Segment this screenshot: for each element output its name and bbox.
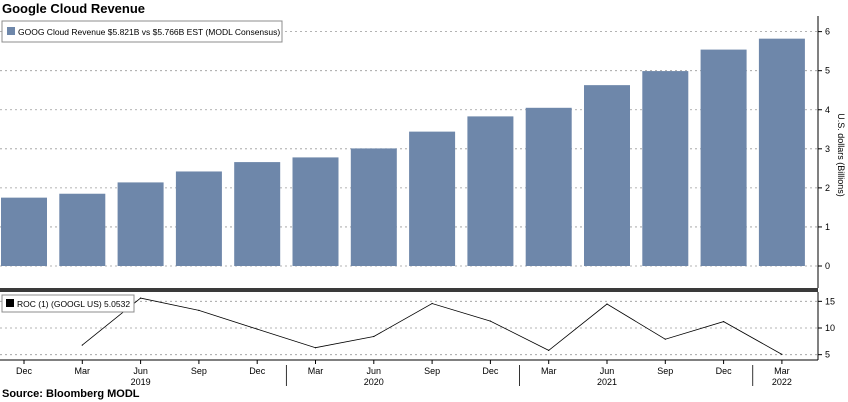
bar-legend-swatch	[7, 27, 15, 35]
bar-chart-y-axis: 0 1 2 3 4 5 6	[817, 16, 830, 288]
roc-line	[82, 297, 783, 355]
bar-y-tick-label: 4	[825, 105, 830, 115]
bar	[642, 71, 689, 266]
bar	[175, 171, 222, 266]
chart-title: Google Cloud Revenue	[2, 1, 146, 16]
bar	[234, 162, 281, 266]
bar	[584, 85, 630, 266]
x-tick-label: Sep	[424, 366, 440, 376]
bar	[1, 197, 47, 266]
bar-y-tick-label: 1	[825, 222, 830, 232]
roc-legend: ROC (1) (GOOGL US) 5.0532	[1, 294, 135, 313]
bar-legend-label: GOOG Cloud Revenue $5.821B vs $5.766B ES…	[18, 27, 280, 37]
bar	[700, 49, 747, 266]
roc-legend-box	[1, 294, 135, 313]
bar-y-tick-label: 0	[825, 261, 830, 271]
bar	[525, 107, 572, 266]
x-year-label: 2022	[772, 377, 792, 387]
bar	[59, 193, 106, 266]
x-year-label: 2019	[131, 377, 151, 387]
x-tick-label: Jun	[133, 366, 148, 376]
panel-divider	[0, 288, 818, 292]
bar	[292, 157, 339, 266]
roc-chart-y-axis: 5 10 15	[81, 292, 835, 360]
bar-y-tick-label: 6	[825, 27, 830, 37]
bar-y-tick-label: 3	[825, 144, 830, 154]
x-tick-label: Mar	[541, 366, 557, 376]
x-axis: Dec Mar Jun Sep Dec Mar Jun Sep Dec Mar Jun Sep Dec M…	[16, 360, 792, 387]
roc-y-tick-label: 15	[825, 296, 835, 306]
x-tick-label: Sep	[657, 366, 673, 376]
bar-y-tick-label: 2	[825, 183, 830, 193]
bar-legend-box	[1, 20, 283, 43]
x-tick-label: Jun	[367, 366, 382, 376]
roc-y-tick-label: 10	[825, 323, 835, 333]
bar-legend: GOOG Cloud Revenue $5.821B vs $5.766B ES…	[1, 20, 283, 43]
x-tick-label: Sep	[191, 366, 207, 376]
bar	[467, 116, 514, 266]
y-axis-label: U.S. dollars (Billions)	[836, 113, 846, 197]
x-year-label: 2020	[364, 377, 384, 387]
bar	[409, 131, 456, 266]
x-tick-label: Mar	[774, 366, 790, 376]
bar-y-tick-label: 5	[825, 66, 830, 76]
roc-legend-label: ROC (1) (GOOGL US) 5.0532	[17, 299, 130, 309]
x-tick-label: Mar	[75, 366, 91, 376]
x-tick-label: Dec	[249, 366, 266, 376]
bar	[350, 148, 397, 266]
roc-legend-swatch	[6, 299, 14, 307]
x-tick-label: Jun	[600, 366, 615, 376]
bar-series	[1, 38, 805, 266]
x-tick-label: Dec	[482, 366, 499, 376]
bar	[117, 182, 164, 266]
x-tick-label: Dec	[716, 366, 733, 376]
x-year-label: 2021	[597, 377, 617, 387]
chart-source: Source: Bloomberg MODL	[2, 388, 140, 400]
roc-y-tick-label: 5	[825, 350, 830, 360]
bar	[758, 38, 805, 266]
x-tick-label: Dec	[16, 366, 33, 376]
x-tick-label: Mar	[308, 366, 324, 376]
